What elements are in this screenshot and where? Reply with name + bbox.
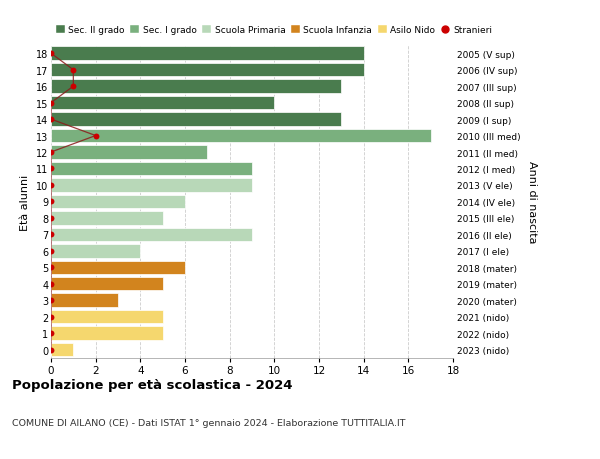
- Point: [46, 50, 56, 58]
- Text: Popolazione per età scolastica - 2024: Popolazione per età scolastica - 2024: [12, 379, 293, 392]
- Point: [46, 313, 56, 321]
- Text: COMUNE DI AILANO (CE) - Dati ISTAT 1° gennaio 2024 - Elaborazione TUTTITALIA.IT: COMUNE DI AILANO (CE) - Dati ISTAT 1° ge…: [12, 418, 406, 427]
- Y-axis label: Età alunni: Età alunni: [20, 174, 30, 230]
- Bar: [51, 277, 163, 291]
- Point: [46, 182, 56, 189]
- Bar: [51, 129, 431, 143]
- Bar: [51, 294, 118, 307]
- Bar: [51, 212, 163, 225]
- Point: [46, 100, 56, 107]
- Bar: [51, 162, 252, 176]
- Point: [46, 165, 56, 173]
- Bar: [51, 245, 140, 258]
- Point: [46, 297, 56, 304]
- Bar: [51, 47, 364, 61]
- Bar: [51, 64, 364, 77]
- Bar: [51, 80, 341, 94]
- Point: [46, 247, 56, 255]
- Bar: [51, 343, 73, 357]
- Point: [46, 198, 56, 206]
- Point: [46, 215, 56, 222]
- Point: [46, 149, 56, 157]
- Point: [46, 280, 56, 288]
- Bar: [51, 228, 252, 241]
- Bar: [51, 113, 341, 127]
- Bar: [51, 261, 185, 274]
- Legend: Sec. II grado, Sec. I grado, Scuola Primaria, Scuola Infanzia, Asilo Nido, Stran: Sec. II grado, Sec. I grado, Scuola Prim…: [56, 26, 493, 35]
- Bar: [51, 310, 163, 324]
- Bar: [51, 146, 208, 159]
- Point: [68, 83, 78, 90]
- Bar: [51, 97, 274, 110]
- Bar: [51, 179, 252, 192]
- Y-axis label: Anni di nascita: Anni di nascita: [527, 161, 538, 243]
- Point: [91, 133, 100, 140]
- Point: [46, 346, 56, 353]
- Point: [46, 264, 56, 271]
- Point: [68, 67, 78, 74]
- Point: [46, 330, 56, 337]
- Bar: [51, 327, 163, 340]
- Bar: [51, 195, 185, 209]
- Point: [46, 116, 56, 123]
- Point: [46, 231, 56, 239]
